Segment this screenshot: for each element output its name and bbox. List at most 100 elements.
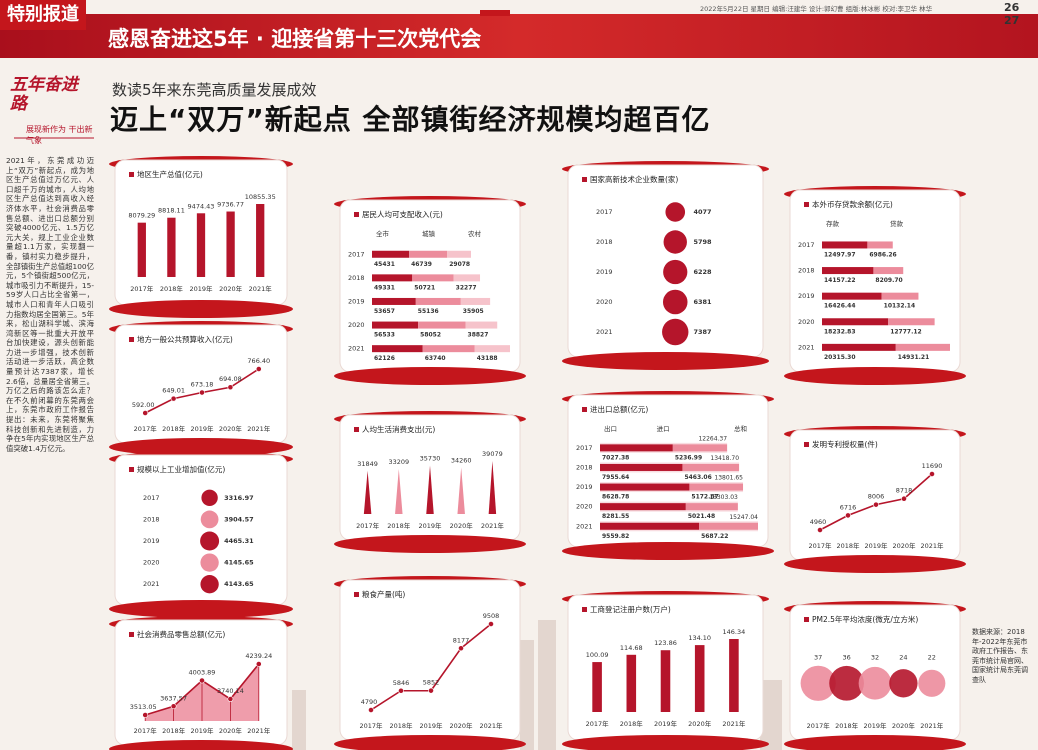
spike [363,470,372,514]
value-label: 50721 [414,284,435,291]
value-label: 22 [928,654,936,662]
drum-base [784,367,966,385]
bar-segment [600,463,683,471]
value-label: 12497.97 [824,251,856,258]
category-label: 2017年 [586,719,610,728]
category-label: 2019 [348,297,365,305]
point [488,621,494,627]
value-label: 7387 [693,328,711,336]
category-label: 2019 [798,292,815,300]
value-label: 55136 [418,308,439,315]
value-label: 4960 [810,518,827,526]
bar-segment [372,274,413,282]
category-label: 2018年 [162,726,186,735]
chart-title: 人均生活消费支出(元) [362,424,435,434]
point [227,696,234,702]
drum-base [784,555,966,573]
value-label: 6228 [693,268,712,276]
bar [626,654,637,712]
bar-segment [682,463,740,471]
chart-title: 本外币存贷款余额(亿元) [812,199,893,209]
point [428,687,434,694]
bubble [200,510,219,529]
category-label: 2021 [798,343,815,351]
category-label: 2021年 [722,719,746,728]
category-label: 2020年 [219,424,243,433]
value-label: 36 [842,654,850,662]
value-label: 8209.70 [875,277,902,284]
point [901,495,907,502]
bar-segment [881,292,919,300]
value-label: 5852 [423,679,440,687]
value-label: 4145.65 [224,559,254,567]
value-label: 56533 [374,332,395,339]
source-note: 数据来源：2018年-2022年东莞市政府工作报告、东莞市统计局官网、国家统计局… [972,628,1028,684]
bar-segment [600,503,686,511]
value-label: 13418.70 [710,455,739,462]
bar-segment [822,241,868,249]
drum-base [784,735,966,750]
title-bullet [582,407,587,412]
value-label: 32 [871,654,879,662]
bar-segment [453,274,481,282]
legend-label: 总和 [734,424,747,433]
value-label: 35730 [420,455,441,463]
point [142,410,149,416]
value-label: 100.09 [586,651,609,659]
value-label: 43188 [477,355,498,362]
spike [457,467,465,514]
category-label: 2017年 [130,284,154,293]
value-label: 53657 [374,308,395,315]
drum-base [562,352,769,370]
value-label: 34260 [451,457,472,465]
bar-segment [822,267,874,275]
category-label: 2017年 [807,721,831,730]
bar-segment [600,444,673,452]
value-label: 123.86 [654,639,677,647]
value-label: 8079.29 [128,212,155,220]
value-label: 6381 [693,298,712,306]
legend-label: 贷款 [890,219,904,228]
logo-subtitle: 展现新作为 干出新气象 [26,125,93,145]
bubble [829,665,864,701]
category-label: 2020 [798,318,815,326]
category-label: 2021年 [249,284,273,293]
bar [167,217,176,277]
value-label: 9474.43 [188,202,215,210]
title-bullet [804,442,809,447]
body-text: 2021年，东莞成功迈上“双万”新起点，成为地区生产总值过万亿元、人口超千万的城… [6,156,95,453]
point [398,687,404,694]
category-label: 2019年 [190,424,214,433]
drum-base [334,735,526,750]
legend-label: 全市 [376,229,390,238]
legend-label: 出口 [604,424,617,433]
bar-segment [867,241,893,249]
title-bullet [582,177,587,182]
chart-title: 社会消费品零售总额(亿元) [137,629,225,639]
value-label: 8718 [896,487,913,495]
value-label: 673.18 [191,381,214,389]
point [817,527,823,533]
category-label: 2019年 [189,284,213,293]
chart-title: 进出口总额(亿元) [590,404,648,414]
category-label: 2020 [576,503,593,511]
value-label: 9508 [483,612,500,620]
bubble [663,230,687,254]
bar-segment [888,318,935,326]
chart-title: 规模以上工业增加值(亿元) [137,464,225,474]
category-label: 2018 [596,238,613,246]
value-label: 14157.22 [824,277,856,284]
category-label: 2018年 [160,284,184,293]
value-label: 16426.44 [824,303,856,310]
category-label: 2020年 [688,719,712,728]
chart-title: 地方一般公共预算收入(亿元) [137,334,233,344]
bar-segment [600,522,700,530]
category-label: 2020年 [219,284,243,293]
value-label: 4239.24 [245,652,272,660]
chart-title: 居民人均可支配收入(元) [362,209,443,219]
category-label: 2018年 [836,541,860,550]
value-label: 5172.87 [691,494,718,501]
value-label: 62126 [374,355,395,362]
bubble [662,318,689,346]
